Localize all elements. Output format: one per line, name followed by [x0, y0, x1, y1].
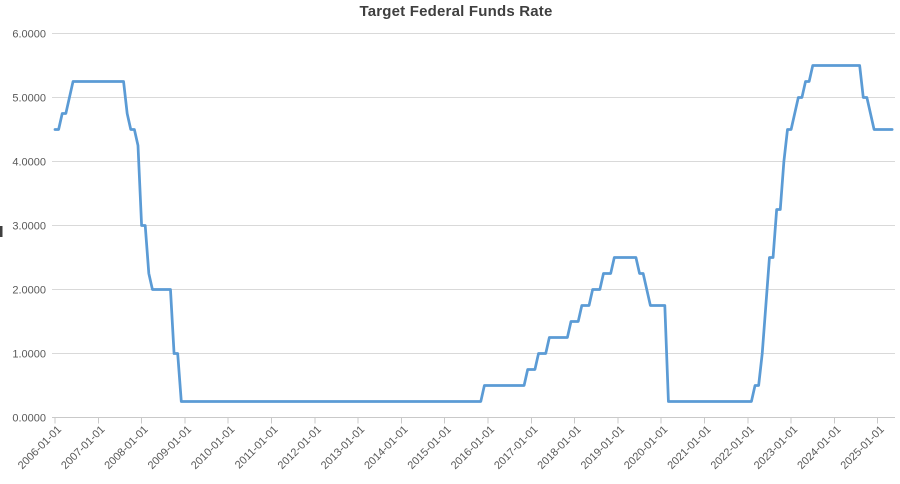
y-tick-label: 0.0000 [12, 413, 46, 425]
x-tick-label: 2021-01-01 [665, 424, 713, 472]
x-tick-label: 2017-01-01 [492, 424, 540, 472]
y-tick-label: 5.0000 [12, 93, 46, 105]
x-tick-label: 2016-01-01 [449, 424, 497, 472]
y-tick-label: 4.0000 [12, 157, 46, 169]
x-tick-label: 2008-01-01 [102, 424, 150, 472]
y-axis-title-clipped [0, 226, 3, 237]
x-tick-label: 2023-01-01 [752, 424, 800, 472]
y-tick-label: 3.0000 [12, 221, 46, 233]
y-tick-label: 6.0000 [12, 29, 46, 41]
x-tick-label: 2007-01-01 [59, 424, 107, 472]
x-tick-label: 2009-01-01 [146, 424, 194, 472]
x-tick-label: 2006-01-01 [16, 424, 64, 472]
x-tick-label: 2018-01-01 [535, 424, 583, 472]
x-tick-label: 2013-01-01 [319, 424, 367, 472]
x-tick-label: 2012-01-01 [276, 424, 324, 472]
rate-series-line [53, 64, 894, 403]
x-tick-label: 2022-01-01 [709, 424, 757, 472]
x-tick-label: 2019-01-01 [579, 424, 627, 472]
x-tick-label: 2015-01-01 [406, 424, 454, 472]
x-tick-label: 2010-01-01 [189, 424, 237, 472]
x-tick-label: 2025-01-01 [839, 424, 887, 472]
y-tick-label: 2.0000 [12, 285, 46, 297]
x-tick-label: 2020-01-01 [622, 424, 670, 472]
x-tick-label: 2011-01-01 [233, 424, 281, 472]
x-tick-label: 2014-01-01 [362, 424, 410, 472]
x-tick-label: 2024-01-01 [795, 424, 843, 472]
chart-title: Target Federal Funds Rate [359, 3, 553, 20]
y-tick-label: 1.0000 [12, 349, 46, 361]
